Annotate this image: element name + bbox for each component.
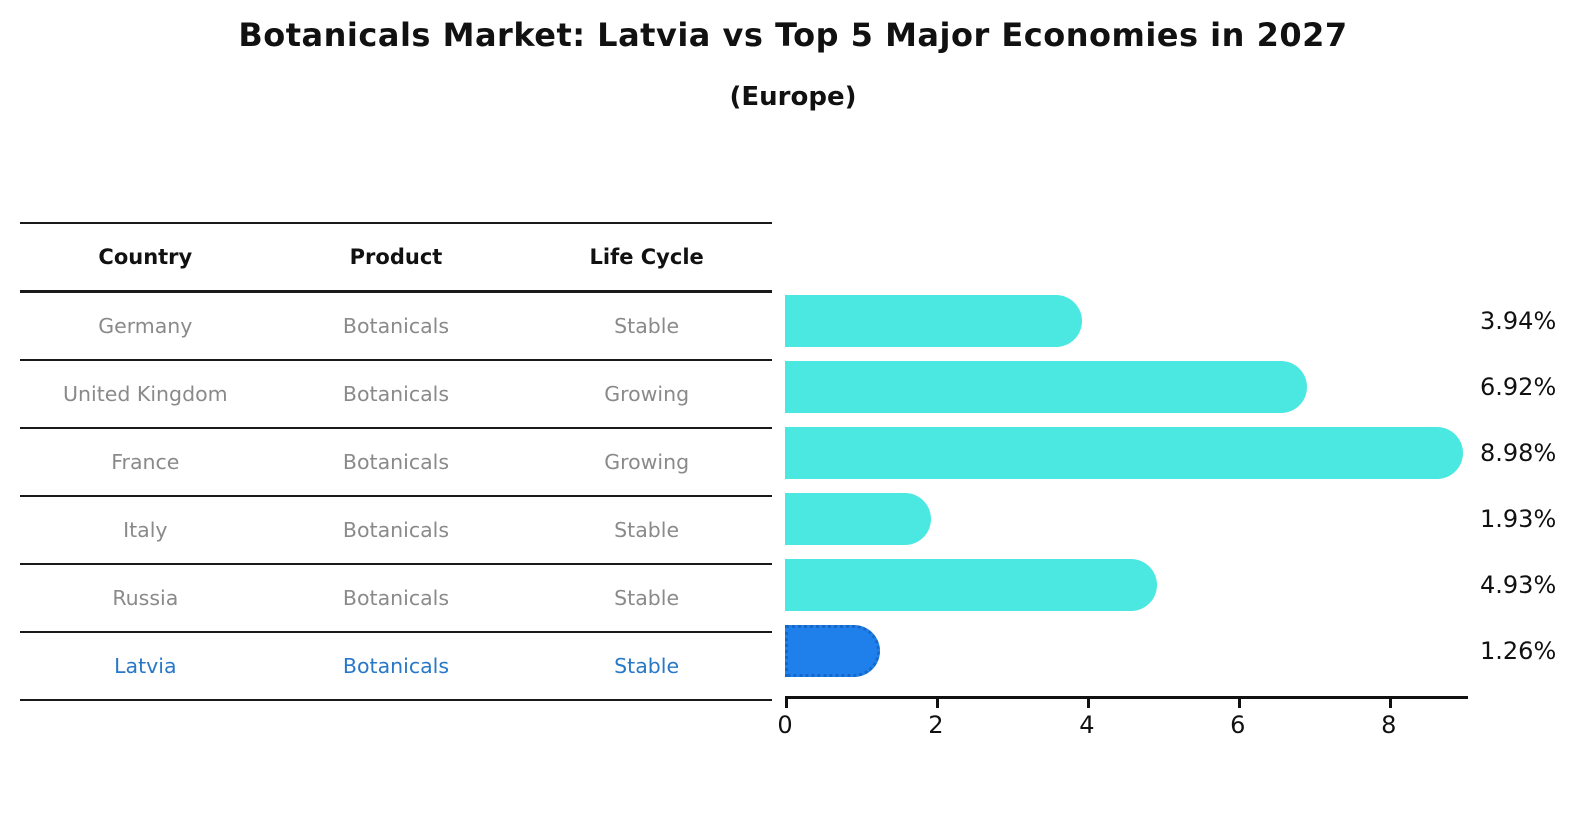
market-share-bar-latvia-highlighted: [785, 625, 880, 677]
cell-product: Botanicals: [342, 654, 450, 678]
x-axis-tick-label: 0: [777, 711, 793, 739]
market-share-bar-italy: [785, 493, 931, 545]
market-share-bar-france: [785, 427, 1463, 479]
market-share-bar-germany: [785, 295, 1082, 347]
page-title: Botanicals Market: Latvia vs Top 5 Major…: [238, 16, 1348, 54]
x-axis-tick: [785, 699, 788, 708]
cell-country: Italy: [123, 518, 168, 542]
cell-country: Germany: [98, 314, 193, 338]
cell-life-cycle: Stable: [614, 654, 680, 678]
bar-row-united-kingdom: 6.92%: [785, 354, 1586, 420]
bar-row-france: 8.98%: [785, 420, 1586, 486]
value-label-italy: 1.93%: [1480, 505, 1557, 533]
header-cell-product: Product: [349, 245, 443, 269]
cell-country: United Kingdom: [63, 382, 228, 406]
value-label-russia: 4.93%: [1480, 571, 1557, 599]
x-axis-tick-label: 6: [1230, 711, 1246, 739]
cell-life-cycle: Growing: [604, 450, 690, 474]
market-share-bar-united-kingdom: [785, 361, 1307, 413]
value-label-france: 8.98%: [1480, 439, 1557, 467]
x-axis-tick-label: 8: [1381, 711, 1397, 739]
cell-life-cycle: Stable: [614, 518, 680, 542]
cell-country: Russia: [112, 586, 179, 610]
data-table: Country Product Life Cycle Germany Botan…: [20, 222, 772, 701]
cell-country: France: [111, 450, 180, 474]
cell-life-cycle: Stable: [614, 314, 680, 338]
cell-product: Botanicals: [342, 314, 450, 338]
cell-country: Latvia: [114, 654, 177, 678]
table-row-latvia-highlighted: Latvia Botanicals Stable: [20, 633, 772, 701]
cell-life-cycle: Growing: [604, 382, 690, 406]
cell-product: Botanicals: [342, 586, 450, 610]
bar-row-latvia: 1.26%: [785, 618, 1586, 684]
x-axis-tick: [1086, 699, 1090, 708]
table-row-italy: Italy Botanicals Stable: [20, 497, 772, 565]
bar-row-italy: 1.93%: [785, 486, 1586, 552]
value-label-germany: 3.94%: [1480, 307, 1557, 335]
table-row-russia: Russia Botanicals Stable: [20, 565, 772, 633]
bar-row-germany: 3.94%: [785, 288, 1586, 354]
cell-product: Botanicals: [342, 518, 450, 542]
cell-product: Botanicals: [342, 450, 450, 474]
value-label-latvia: 1.26%: [1480, 637, 1557, 665]
x-axis-tick: [1388, 699, 1392, 708]
value-label-united-kingdom: 6.92%: [1480, 373, 1557, 401]
page-subtitle: (Europe): [729, 82, 857, 112]
table-row-united-kingdom: United Kingdom Botanicals Growing: [20, 361, 772, 429]
table-header-row: Country Product Life Cycle: [20, 222, 772, 293]
bar-row-russia: 4.93%: [785, 552, 1586, 618]
cell-product: Botanicals: [342, 382, 450, 406]
header-cell-life-cycle: Life Cycle: [589, 245, 704, 269]
table-row-france: France Botanicals Growing: [20, 429, 772, 497]
x-axis-tick-label: 4: [1079, 711, 1095, 739]
market-share-bar-russia: [785, 559, 1157, 611]
x-axis-line: [785, 696, 1468, 699]
table-row-germany: Germany Botanicals Stable: [20, 293, 772, 361]
cell-life-cycle: Stable: [614, 586, 680, 610]
x-axis-tick-label: 2: [928, 711, 944, 739]
x-axis-tick: [1237, 699, 1241, 708]
x-axis-tick: [935, 699, 939, 708]
header-cell-country: Country: [98, 245, 193, 269]
